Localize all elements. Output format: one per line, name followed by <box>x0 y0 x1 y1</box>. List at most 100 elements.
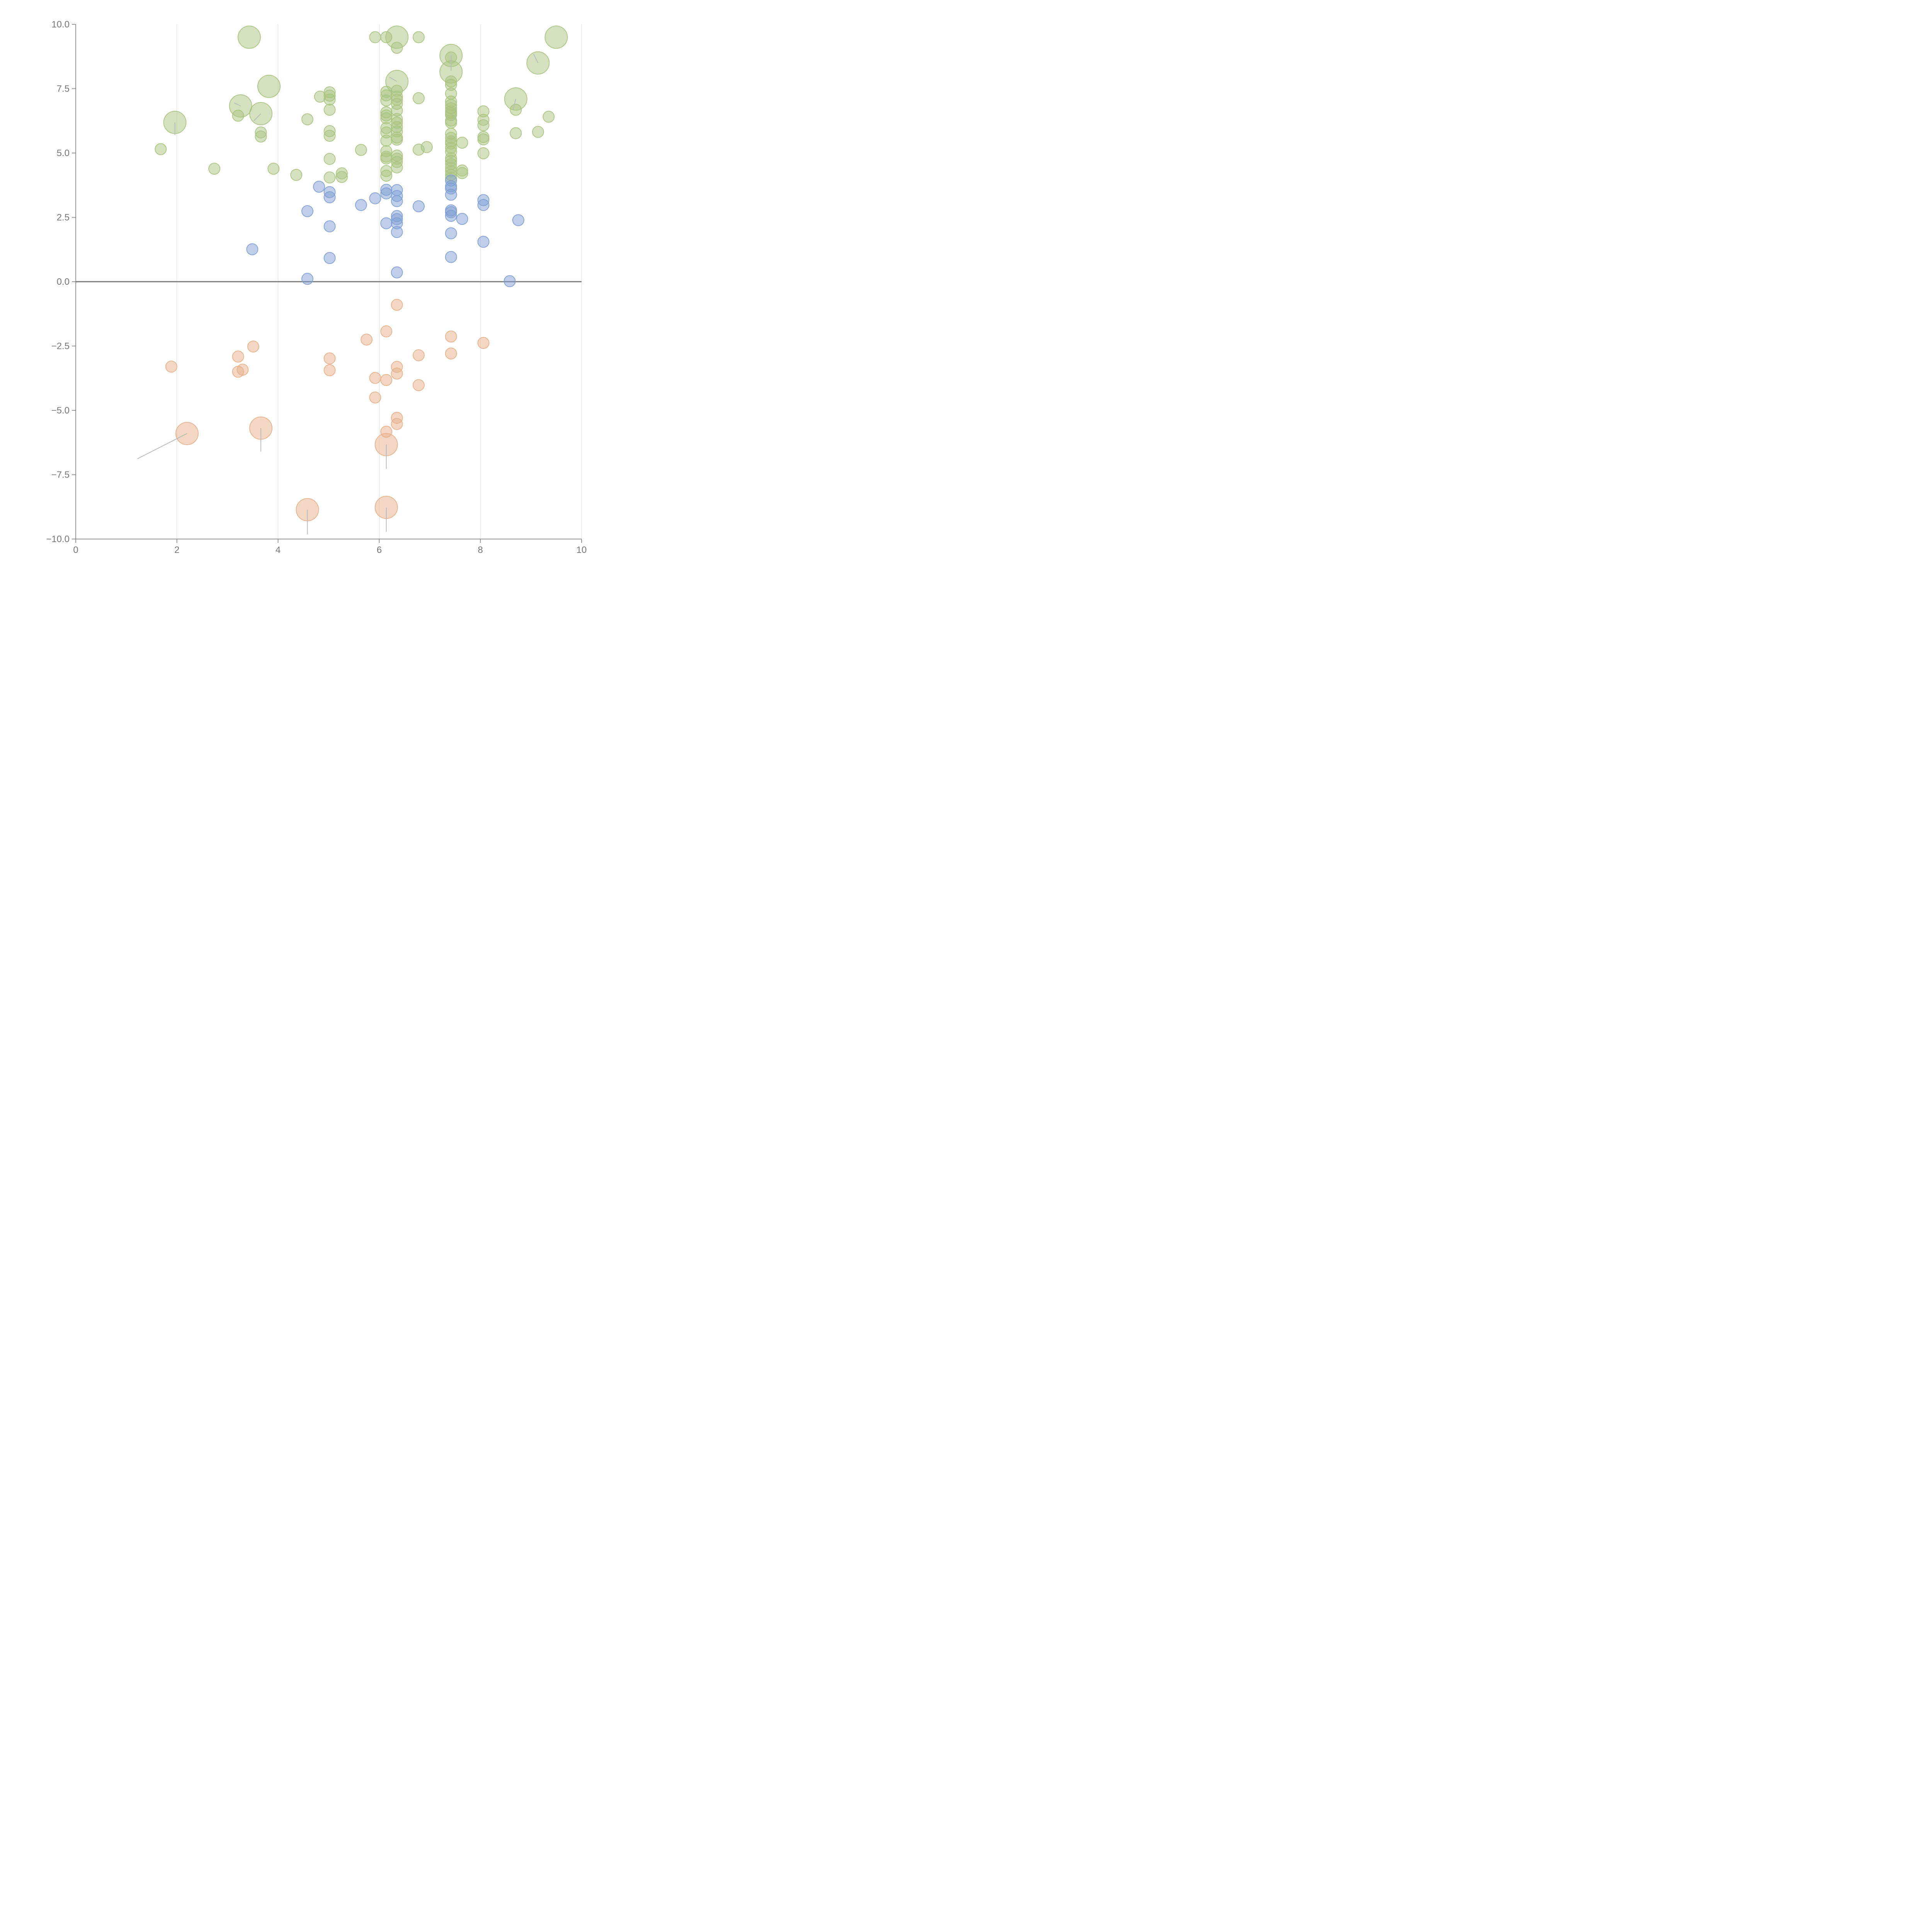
data-point <box>456 167 468 179</box>
data-point <box>380 152 393 165</box>
data-point <box>477 236 490 248</box>
data-point <box>391 299 403 311</box>
x-tick-label: 0 <box>73 545 78 555</box>
data-point <box>477 147 490 160</box>
leader-line <box>389 77 397 82</box>
data-point <box>208 163 221 175</box>
data-point <box>391 266 403 279</box>
data-point <box>420 141 433 153</box>
y-tick-label: 5.0 <box>57 148 70 158</box>
data-point <box>355 144 367 156</box>
data-point <box>385 26 409 49</box>
data-point <box>323 252 336 264</box>
data-point <box>165 361 177 373</box>
data-point <box>445 210 457 222</box>
y-tick-label: 7.5 <box>57 84 70 94</box>
y-tick-label: 10.0 <box>51 19 70 30</box>
data-point <box>445 116 457 129</box>
x-tick-label: 2 <box>174 545 179 555</box>
data-point <box>445 330 457 343</box>
data-point <box>355 199 367 211</box>
data-point <box>369 391 381 404</box>
data-point <box>391 418 403 430</box>
x-tick-label: 4 <box>276 545 281 555</box>
leader-line <box>234 102 241 107</box>
axes: 10.0 7.5 5.0 2.5 0.0 −2.5 −5.0 −7.5 −10.00 2 4 6 8 10 <box>46 19 587 555</box>
y-tick-label: −2.5 <box>51 341 70 352</box>
data-point <box>445 189 457 201</box>
data-point <box>503 275 516 287</box>
data-point <box>510 127 522 139</box>
data-point <box>380 134 393 147</box>
data-point <box>301 273 314 285</box>
data-point <box>445 251 457 263</box>
data-point <box>413 379 425 391</box>
data-point <box>543 111 555 123</box>
data-point <box>323 129 336 142</box>
data-point <box>369 31 381 43</box>
x-tick-label: 10 <box>577 545 587 555</box>
leader-line <box>533 54 539 63</box>
data-point <box>413 200 425 213</box>
y-tick-label: −5.0 <box>51 405 70 416</box>
data-point <box>323 153 336 165</box>
data-point <box>445 227 457 240</box>
data-point <box>246 243 259 255</box>
data-point <box>380 187 393 200</box>
data-point <box>380 217 393 230</box>
leader-line <box>513 99 516 110</box>
data-point <box>323 93 336 105</box>
data-point <box>237 26 261 49</box>
data-point <box>380 374 393 386</box>
data-point <box>155 143 167 155</box>
data-point <box>301 205 314 218</box>
data-point <box>257 75 281 98</box>
data-point <box>255 130 267 143</box>
data-point <box>391 161 403 173</box>
data-point <box>369 372 381 384</box>
data-point <box>391 133 403 146</box>
data-point <box>380 325 393 338</box>
data-point <box>323 171 336 184</box>
data-point <box>380 94 393 107</box>
data-point <box>323 104 336 116</box>
data-point <box>236 364 249 376</box>
data-point <box>267 163 280 175</box>
y-tick-label: −7.5 <box>51 470 70 480</box>
leader-line <box>253 113 261 121</box>
data-point <box>391 367 403 380</box>
data-point <box>456 136 468 149</box>
data-point <box>445 347 457 360</box>
y-tick-label: 0.0 <box>57 277 70 287</box>
data-point <box>391 226 403 238</box>
data-point <box>301 113 314 126</box>
data-point <box>544 26 568 49</box>
data-point <box>323 364 336 376</box>
data-point <box>323 220 336 233</box>
data-point <box>323 191 336 204</box>
bubbles <box>155 26 568 522</box>
data-point <box>477 119 490 131</box>
data-point <box>323 352 336 364</box>
x-tick-label: 6 <box>377 545 382 555</box>
data-point <box>380 170 393 182</box>
data-point <box>413 349 425 361</box>
data-point <box>477 199 490 211</box>
data-point <box>369 192 381 204</box>
bubble-annotations <box>137 54 539 535</box>
data-point <box>532 126 544 138</box>
data-point <box>512 214 524 226</box>
leader-line <box>137 433 187 459</box>
y-tick-label: −10.0 <box>46 534 70 544</box>
data-point <box>290 169 303 181</box>
data-point <box>456 213 468 225</box>
data-point <box>361 333 373 346</box>
data-point <box>413 92 425 104</box>
data-point <box>391 195 403 207</box>
data-point <box>413 31 425 43</box>
data-point <box>477 133 490 146</box>
x-tick-label: 8 <box>478 545 483 555</box>
data-point <box>232 350 244 363</box>
bubble-chart: 10.0 7.5 5.0 2.5 0.0 −2.5 −5.0 −7.5 −10.00 2 4 6 8 10 <box>46 19 587 555</box>
data-point <box>477 337 490 349</box>
